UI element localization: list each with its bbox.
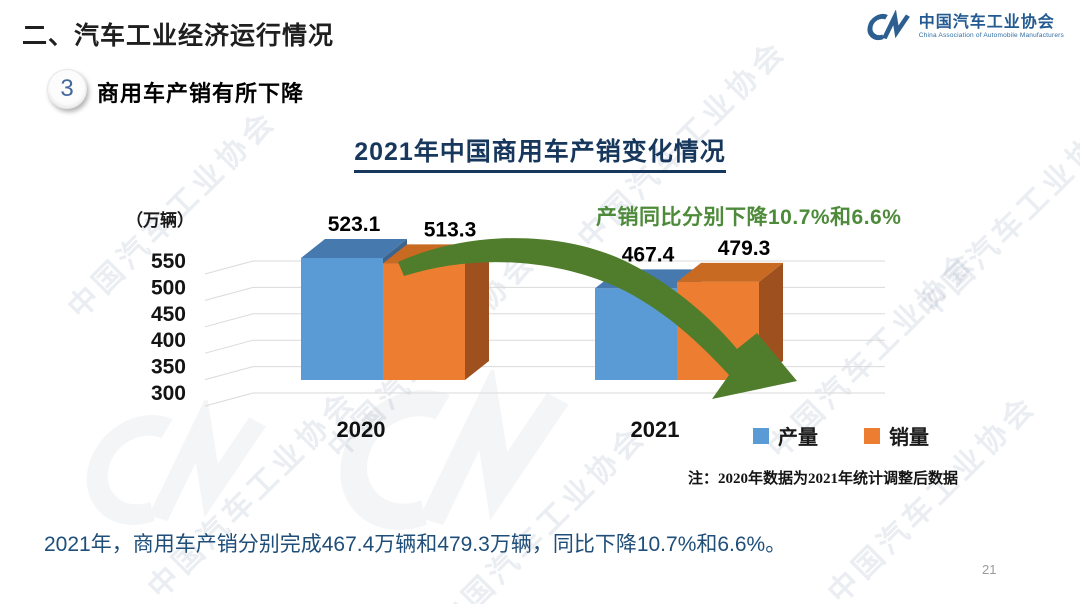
y-axis-tick: 450 xyxy=(151,303,186,326)
item-number-badge: 3 xyxy=(47,69,87,109)
y-axis-tick: 350 xyxy=(151,356,186,379)
category-label: 2020 xyxy=(337,417,386,442)
bar-side-产量-2021 xyxy=(677,269,701,380)
chart-legend: 产量 销量 xyxy=(753,421,929,450)
chart-title-row: 2021年中国商用车产销变化情况 xyxy=(0,132,1080,173)
bar-value-label: 479.3 xyxy=(718,237,771,260)
bar-top-产量-2020 xyxy=(301,238,407,258)
cm-logo-watermark xyxy=(340,370,569,530)
production-legend-swatch xyxy=(753,427,769,444)
sales-legend-label: 销量 xyxy=(889,427,929,449)
bar-side-销量-2020 xyxy=(465,244,489,380)
bar-销量-2021 xyxy=(677,281,759,380)
y-axis-unit-label: （万辆） xyxy=(126,211,194,230)
gridline xyxy=(204,260,885,275)
bar-side-产量-2020 xyxy=(383,238,407,380)
gridline xyxy=(204,313,885,328)
bar-销量-2020 xyxy=(383,263,465,380)
logo-names: 中国汽车工业协会 China Association of Automobile… xyxy=(919,14,1064,40)
watermark-text: 中国汽车工业协会 xyxy=(321,243,544,466)
y-axis-tick: 300 xyxy=(151,382,186,405)
bar-top-产量-2021 xyxy=(595,269,701,289)
bar-value-label: 467.4 xyxy=(622,243,675,266)
watermark-text: 中国汽车工业协会 xyxy=(141,383,364,604)
bar-value-label: 523.1 xyxy=(328,213,381,236)
logo-org-name-en: China Association of Automobile Manufact… xyxy=(918,32,1064,40)
bar-top-销量-2021 xyxy=(677,262,783,282)
slide-subtitle: 商用车产销有所下降 xyxy=(97,81,305,106)
cm-logo-watermark xyxy=(86,400,267,525)
y-axis-tick: 500 xyxy=(151,276,186,299)
gridline xyxy=(204,366,885,381)
y-axis-tick: 400 xyxy=(151,329,186,352)
gridline xyxy=(204,339,885,354)
production-legend-label: 产量 xyxy=(778,427,818,449)
sales-legend-swatch xyxy=(864,427,880,444)
bar-top-销量-2020 xyxy=(383,244,489,264)
watermark-text: 中国汽车工业协会 xyxy=(821,388,1044,604)
chart-annotation: 产销同比分别下降10.7%和6.6% xyxy=(596,206,902,229)
bar-value-label: 513.3 xyxy=(424,218,477,241)
category-label: 2021 xyxy=(631,417,680,442)
chart-note: 注：2020年数据为2021年统计调整后数据 xyxy=(688,471,959,487)
legend-item-production: 产量 xyxy=(753,421,818,450)
section-title: 二、汽车工业经济运行情况 xyxy=(22,22,335,50)
y-axis-tick: 550 xyxy=(151,250,186,273)
gridline xyxy=(204,286,885,301)
legend-item-sales: 销量 xyxy=(864,421,929,450)
gridline xyxy=(204,392,885,407)
logo-org-name: 中国汽车工业协会 xyxy=(918,14,1055,32)
watermark-text: 中国汽车工业协会 xyxy=(431,418,654,604)
bar-产量-2021 xyxy=(595,288,677,380)
page-number: 21 xyxy=(982,562,997,577)
chart-title: 2021年中国商用车产销变化情况 xyxy=(354,132,726,173)
decline-arrow xyxy=(398,238,797,399)
bar-产量-2020 xyxy=(301,257,383,380)
cm-logo-icon xyxy=(867,10,910,40)
summary-text: 2021年，商用车产销分别完成467.4万辆和479.3万辆，同比下降10.7%… xyxy=(44,533,787,556)
caam-logo: 中国汽车工业协会 China Association of Automobile… xyxy=(860,10,1064,44)
bar-side-销量-2021 xyxy=(759,262,783,380)
